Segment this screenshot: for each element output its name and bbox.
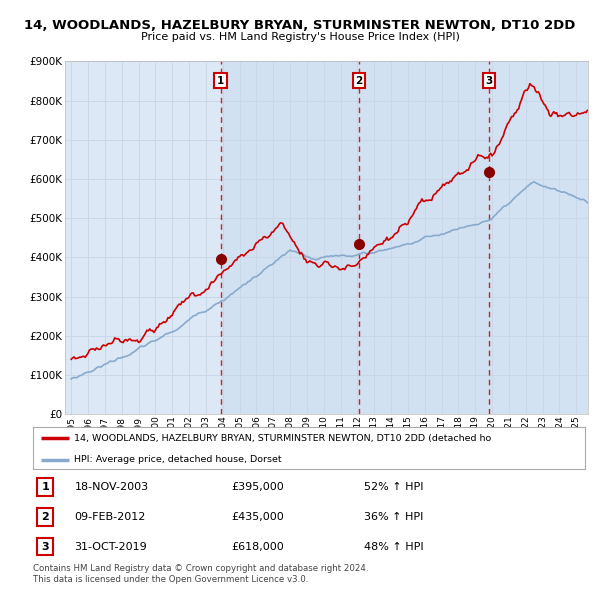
Text: £395,000: £395,000 <box>232 482 284 492</box>
Text: 48% ↑ HPI: 48% ↑ HPI <box>364 542 424 552</box>
Text: 18-NOV-2003: 18-NOV-2003 <box>74 482 149 492</box>
Text: 36% ↑ HPI: 36% ↑ HPI <box>364 512 424 522</box>
Bar <box>489 61 588 414</box>
Text: £618,000: £618,000 <box>232 542 284 552</box>
Text: 31-OCT-2019: 31-OCT-2019 <box>74 542 147 552</box>
Text: 09-FEB-2012: 09-FEB-2012 <box>74 512 146 522</box>
Text: 3: 3 <box>41 542 49 552</box>
Text: 2: 2 <box>41 512 49 522</box>
Text: Contains HM Land Registry data © Crown copyright and database right 2024.: Contains HM Land Registry data © Crown c… <box>33 564 368 573</box>
Text: 2: 2 <box>356 76 363 86</box>
Text: Price paid vs. HM Land Registry's House Price Index (HPI): Price paid vs. HM Land Registry's House … <box>140 32 460 42</box>
Text: 14, WOODLANDS, HAZELBURY BRYAN, STURMINSTER NEWTON, DT10 2DD (detached ho: 14, WOODLANDS, HAZELBURY BRYAN, STURMINS… <box>74 434 491 443</box>
Bar <box>221 61 359 414</box>
Text: HPI: Average price, detached house, Dorset: HPI: Average price, detached house, Dors… <box>74 455 282 464</box>
Text: 3: 3 <box>485 76 493 86</box>
Text: £435,000: £435,000 <box>232 512 284 522</box>
Text: 1: 1 <box>217 76 224 86</box>
Text: This data is licensed under the Open Government Licence v3.0.: This data is licensed under the Open Gov… <box>33 575 308 584</box>
Text: 52% ↑ HPI: 52% ↑ HPI <box>364 482 424 492</box>
Text: 14, WOODLANDS, HAZELBURY BRYAN, STURMINSTER NEWTON, DT10 2DD: 14, WOODLANDS, HAZELBURY BRYAN, STURMINS… <box>25 19 575 32</box>
Text: 1: 1 <box>41 482 49 492</box>
Bar <box>359 61 489 414</box>
